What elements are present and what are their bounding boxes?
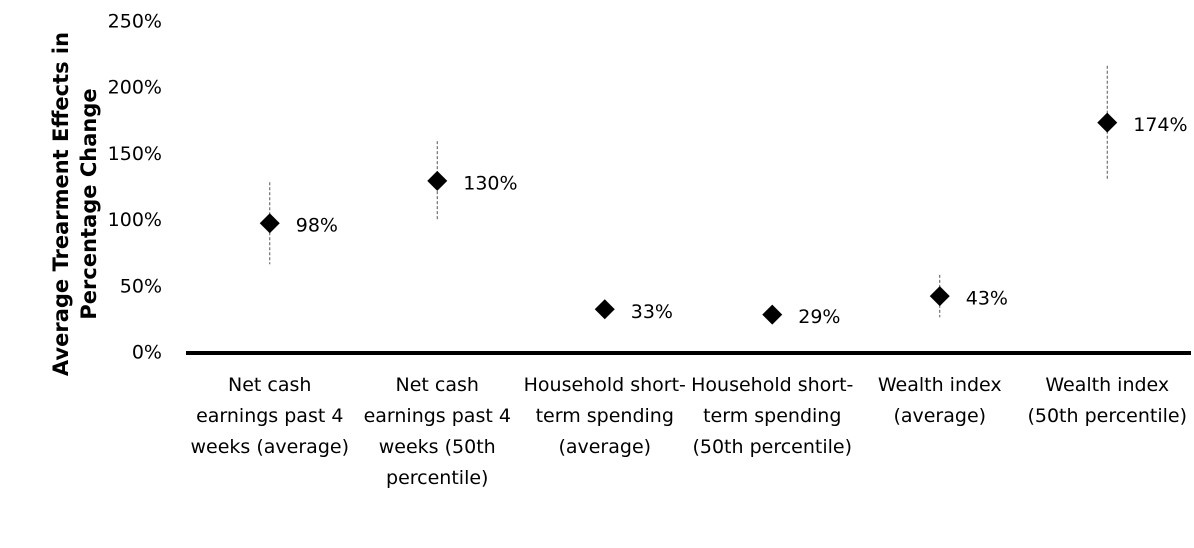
value-label: 174% — [1133, 114, 1187, 136]
y-tick-label: 100% — [108, 209, 162, 231]
x-tick-label: Wealth index (average) — [877, 374, 1002, 427]
marker — [762, 304, 783, 325]
value-label: 130% — [463, 172, 517, 194]
x-tick-label: Household short-term spending (50th perc… — [691, 374, 854, 458]
x-tick-label: Net cash earnings past 4 weeks (average) — [190, 374, 349, 458]
y-axis-title: Average Trearment Effects in Percentage … — [49, 31, 101, 377]
marker — [259, 213, 280, 234]
value-label: 43% — [966, 288, 1008, 310]
value-label: 98% — [296, 215, 338, 237]
y-tick-label: 250% — [108, 11, 162, 33]
x-tick-label: Wealth index (50th percentile) — [1027, 374, 1188, 427]
x-tick-label: Net cash earnings past 4 weeks (50th per… — [363, 374, 511, 489]
marker — [1097, 112, 1118, 133]
marker — [594, 299, 615, 320]
marker — [427, 170, 448, 191]
y-tick-label: 200% — [108, 77, 162, 99]
x-tick-label: Household short-term spending (average) — [523, 374, 686, 458]
y-tick-label: 50% — [120, 275, 162, 297]
marker — [929, 286, 950, 307]
y-tick-label: 0% — [132, 342, 162, 364]
value-label: 29% — [798, 306, 840, 328]
y-tick-label: 150% — [108, 143, 162, 165]
value-label: 33% — [631, 301, 673, 323]
